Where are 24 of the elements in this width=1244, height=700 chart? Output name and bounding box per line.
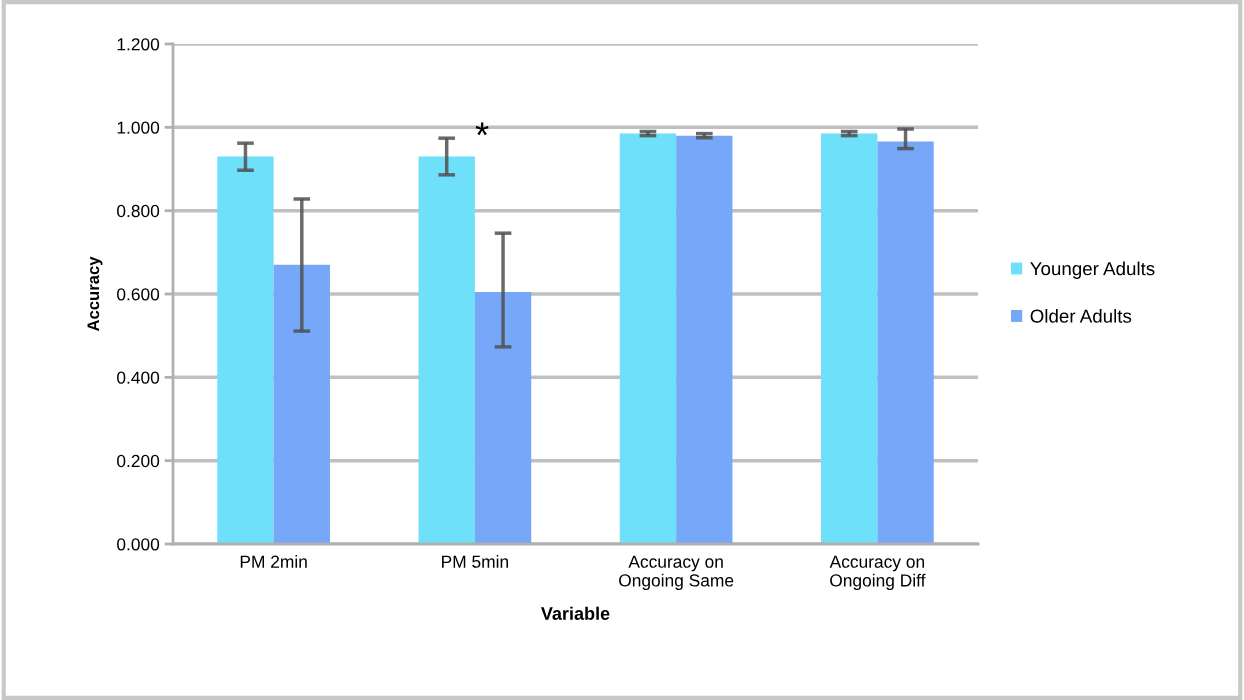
- bar: [217, 156, 274, 544]
- y-tick-label: 0.000: [117, 538, 160, 551]
- x-tick-label: PM 5min: [442, 555, 508, 568]
- y-tick-label: 1.200: [117, 38, 160, 51]
- x-tick-label: Accuracy on Ongoing Diff: [829, 555, 926, 590]
- x-tick-label: PM 2min: [240, 555, 307, 568]
- bar: [676, 135, 733, 544]
- bar: [273, 264, 330, 544]
- legend-label: Younger Adults: [1030, 261, 1155, 279]
- bar: [474, 291, 532, 544]
- bar: [418, 156, 475, 544]
- annotation: *: [475, 122, 489, 136]
- legend-label: Older Adults: [1030, 309, 1132, 323]
- y-tick-label: 0.400: [117, 371, 160, 384]
- y-axis-title: Accuracy: [87, 256, 103, 332]
- y-tick-label: 1.000: [117, 121, 160, 134]
- bar: [619, 133, 677, 544]
- bar: [877, 141, 934, 544]
- x-tick-label: Accuracy on Ongoing Same: [619, 555, 734, 590]
- y-tick-label: 0.200: [117, 454, 160, 468]
- y-tick-label: 0.800: [117, 204, 160, 218]
- bar: [821, 133, 878, 544]
- x-axis-title: Variable: [540, 606, 610, 620]
- y-tick-label: 0.600: [117, 288, 160, 301]
